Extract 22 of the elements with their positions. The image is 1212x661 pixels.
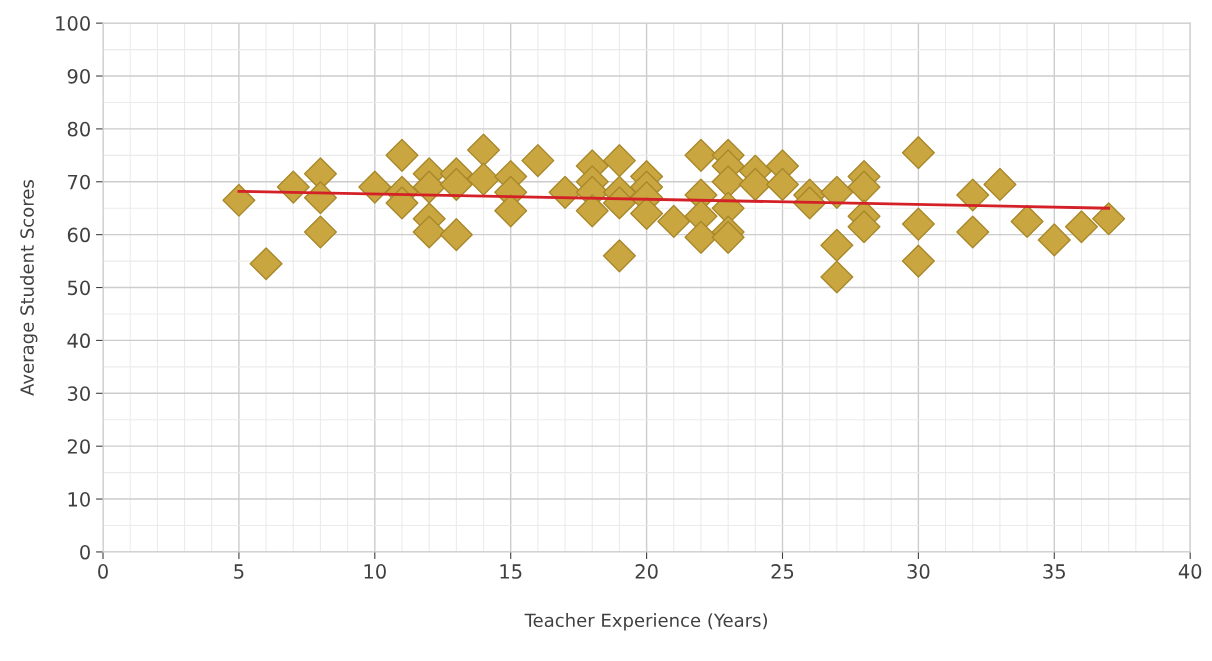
y-tick-label: 40 [67,333,90,349]
y-tick-label: 50 [67,280,90,296]
x-tick-label: 25 [771,564,794,579]
x-tick-label: 5 [234,564,244,579]
x-tick-label: 35 [1043,564,1065,579]
x-tick-label: 30 [907,564,930,579]
x-tick-label: 0 [98,564,108,579]
x-tick-label: 15 [500,564,522,579]
x-tick-label: 20 [635,564,658,579]
x-axis-title: Teacher Experience (Years) [524,613,768,631]
y-tick-label: 70 [68,174,90,190]
x-tick-label: 40 [1178,564,1202,579]
y-tick-label: 20 [67,439,90,454]
y-tick-label: 100 [56,16,90,31]
y-tick-label: 30 [67,386,90,401]
y-tick-label: 10 [68,492,90,507]
y-tick-label: 90 [67,68,90,84]
y-tick-label: 0 [80,544,90,560]
y-tick-label: 80 [67,121,90,137]
y-axis-title: Average Student Scores [19,180,38,396]
x-tick-label: 10 [364,564,386,579]
y-tick-label: 60 [67,227,90,243]
